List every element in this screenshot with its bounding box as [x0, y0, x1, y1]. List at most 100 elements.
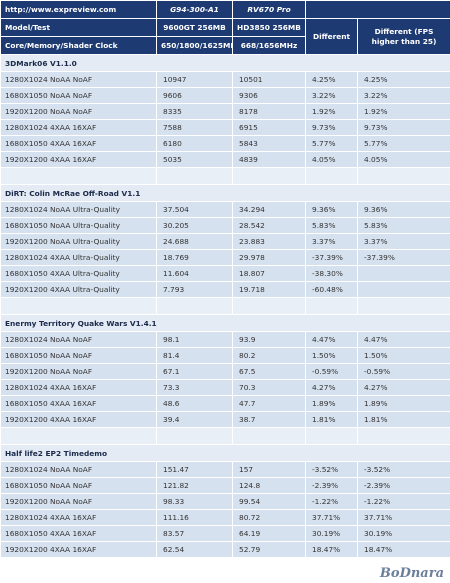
site-url: http://www.expreview.com — [0, 0, 157, 19]
data-row: 1920X1200 NoAA Ultra-Quality 24.688 23.883… — [0, 233, 450, 250]
data-row: 1920X1200 NoAA NoAF 8335 8178 1.92% 1.92% — [0, 103, 450, 120]
different-fps-header: Different (FPS higher than 25) — [357, 18, 450, 55]
difference-fps: -0.59% — [357, 363, 450, 380]
blank-cell — [357, 297, 450, 315]
test-name: 1920X1200 NoAA NoAF — [0, 103, 157, 120]
difference-fps: 3.22% — [357, 87, 450, 104]
data-row: 1680X1050 NoAA NoAF 9606 9306 3.22% 3.22% — [0, 87, 450, 104]
score-a: 30.205 — [156, 217, 233, 234]
difference: 37.71% — [305, 509, 358, 526]
difference: 30.19% — [305, 525, 358, 542]
score-b: 6915 — [232, 119, 306, 136]
test-name: 1280X1024 NoAA NoAF — [0, 71, 157, 88]
data-row: 1280X1024 NoAA NoAF 10947 10501 4.25% 4.25% — [0, 71, 450, 88]
test-name: 1680X1050 4XAA 16XAF — [0, 395, 157, 412]
score-a: 7.793 — [156, 281, 233, 298]
difference: 1.50% — [305, 347, 358, 364]
test-name: 1280X1024 NoAA Ultra-Quality — [0, 201, 157, 218]
section-title: 3DMark06 V1.1.0 — [0, 54, 450, 72]
data-row: 1920X1200 4XAA Ultra-Quality 7.793 19.718-… — [0, 281, 450, 298]
score-b: 38.7 — [232, 411, 306, 428]
score-a: 5035 — [156, 151, 233, 168]
data-row: 1920X1200 4XAA 16XAF 39.4 38.7 1.81% 1.81% — [0, 411, 450, 428]
score-b: 10501 — [232, 71, 306, 88]
score-a: 151.47 — [156, 461, 233, 478]
benchmark-table: http://www.expreview.com G94-300-A1 RV67… — [0, 0, 450, 558]
blank-cell — [0, 427, 157, 445]
section-row: Half life2 EP2 Timedemo — [0, 444, 450, 462]
score-b: 29.978 — [232, 249, 306, 266]
difference: 9.73% — [305, 119, 358, 136]
difference: -37.39% — [305, 249, 358, 266]
test-name: 1280X1024 NoAA NoAF — [0, 461, 157, 478]
difference: 4.27% — [305, 379, 358, 396]
difference: 4.05% — [305, 151, 358, 168]
difference: 5.83% — [305, 217, 358, 234]
score-a: 6180 — [156, 135, 233, 152]
score-b: 18.807 — [232, 265, 306, 282]
score-a: 9606 — [156, 87, 233, 104]
gpu-a: G94-300-A1 — [156, 0, 233, 19]
difference-fps: 9.73% — [357, 119, 450, 136]
score-b: 67.5 — [232, 363, 306, 380]
difference: 1.92% — [305, 103, 358, 120]
blank-cell — [156, 427, 233, 445]
test-name: 1920X1200 NoAA NoAF — [0, 363, 157, 380]
data-row: 1280X1024 4XAA 16XAF 7588 6915 9.73% 9.73% — [0, 119, 450, 136]
difference-fps: -37.39% — [357, 249, 450, 266]
difference: 4.25% — [305, 71, 358, 88]
difference-fps: 4.47% — [357, 331, 450, 348]
section-title: DiRT: Colin McRae Off-Road V1.1 — [0, 184, 450, 202]
blank-cell — [357, 167, 450, 185]
test-name: 1280X1024 4XAA 16XAF — [0, 119, 157, 136]
empty-cell — [357, 281, 450, 298]
data-row: 1280X1024 NoAA NoAF 151.47 157 -3.52% -3.52% — [0, 461, 450, 478]
data-row: 1920X1200 NoAA NoAF 67.1 67.5 -0.59% -0.59% — [0, 363, 450, 380]
test-name: 1920X1200 4XAA 16XAF — [0, 151, 157, 168]
model-label: Model/Test — [0, 18, 157, 37]
empty-cell — [357, 265, 450, 282]
blank-cell — [0, 297, 157, 315]
clock-b: 668/1656MHz — [232, 36, 306, 55]
difference-fps: 4.27% — [357, 379, 450, 396]
data-row: 1680X1050 4XAA 16XAF 48.6 47.7 1.89% 1.89% — [0, 395, 450, 412]
test-name: 1680X1050 NoAA Ultra-Quality — [0, 217, 157, 234]
score-a: 83.57 — [156, 525, 233, 542]
blank-row — [0, 297, 450, 315]
test-name: 1680X1050 4XAA 16XAF — [0, 135, 157, 152]
difference-fps: -1.22% — [357, 493, 450, 510]
blank-cell — [232, 297, 306, 315]
score-b: 8178 — [232, 103, 306, 120]
score-b: 99.54 — [232, 493, 306, 510]
test-name: 1680X1050 4XAA 16XAF — [0, 525, 157, 542]
score-b: 80.2 — [232, 347, 306, 364]
score-a: 18.769 — [156, 249, 233, 266]
data-row: 1680X1050 NoAA NoAF 81.4 80.2 1.50% 1.50% — [0, 347, 450, 364]
difference: 9.36% — [305, 201, 358, 218]
card-a: 9600GT 256MB — [156, 18, 233, 37]
score-a: 62.54 — [156, 541, 233, 558]
difference-fps: 30.19% — [357, 525, 450, 542]
score-a: 81.4 — [156, 347, 233, 364]
different-header: Different — [305, 18, 358, 55]
blank-cell — [0, 167, 157, 185]
score-a: 11.604 — [156, 265, 233, 282]
score-b: 47.7 — [232, 395, 306, 412]
header-row: http://www.expreview.com G94-300-A1 RV67… — [0, 0, 450, 19]
blank-row — [0, 167, 450, 185]
blank-row — [0, 427, 450, 445]
section-row: Enermy Territory Quake Wars V1.4.1 — [0, 314, 450, 332]
score-a: 98.33 — [156, 493, 233, 510]
data-row: 1280X1024 NoAA Ultra-Quality 37.504 34.294… — [0, 201, 450, 218]
score-a: 121.82 — [156, 477, 233, 494]
score-b: 52.79 — [232, 541, 306, 558]
data-row: 1680X1050 4XAA 16XAF 83.57 64.19 30.19% 30.1… — [0, 525, 450, 542]
test-name: 1280X1024 4XAA Ultra-Quality — [0, 249, 157, 266]
card-b: HD3850 256MB — [232, 18, 306, 37]
blank-cell — [357, 427, 450, 445]
difference: -0.59% — [305, 363, 358, 380]
data-row: 1920X1200 NoAA NoAF 98.33 99.54 -1.22% -1.22… — [0, 493, 450, 510]
score-a: 24.688 — [156, 233, 233, 250]
difference-fps: -3.52% — [357, 461, 450, 478]
difference: 5.77% — [305, 135, 358, 152]
